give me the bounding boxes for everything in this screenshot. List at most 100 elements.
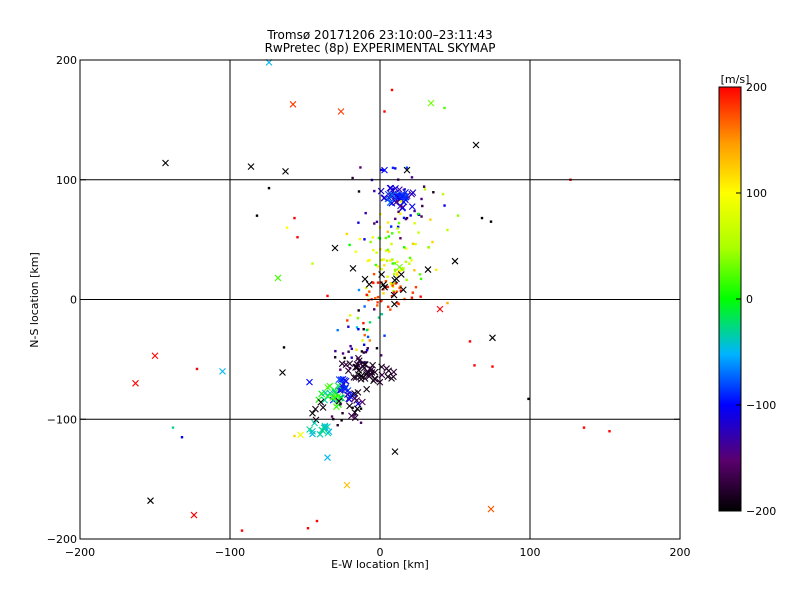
data-point-dot — [362, 328, 365, 331]
data-point-dot — [326, 294, 329, 298]
data-point-cross — [396, 263, 403, 271]
data-point-dot — [395, 290, 399, 293]
y-tick-label: 100 — [56, 174, 77, 187]
data-point-cross — [365, 280, 373, 288]
data-point-dot — [359, 407, 363, 410]
data-point-dot — [443, 204, 446, 207]
data-point-dot — [350, 356, 353, 359]
data-point-cross — [342, 361, 350, 369]
data-point-cross — [321, 422, 329, 430]
data-point-dot — [443, 106, 446, 110]
data-point-dot — [293, 434, 296, 438]
data-point-dot — [401, 268, 405, 271]
data-point-dot — [377, 316, 381, 319]
data-point-dot — [399, 289, 403, 292]
data-point-dot — [386, 221, 390, 224]
data-point-cross — [279, 369, 286, 376]
data-point-cross — [289, 100, 297, 108]
grid-lines — [80, 60, 680, 539]
data-point-dot — [366, 335, 370, 339]
data-point-dot — [336, 424, 339, 427]
data-point-dot — [365, 349, 369, 352]
data-point-cross — [377, 187, 385, 195]
data-point-dot — [392, 187, 395, 191]
data-point-cross — [390, 373, 397, 381]
data-point-dot — [402, 246, 406, 249]
y-tick-label: −100 — [47, 413, 77, 426]
data-point-dot — [394, 217, 397, 221]
data-point-dot — [383, 110, 386, 113]
data-point-dot — [419, 277, 423, 281]
data-point-dot — [489, 220, 493, 223]
x-axis-label: E-W location [km] — [331, 558, 429, 571]
data-point-dot — [414, 285, 418, 289]
data-point-cross — [319, 404, 327, 411]
data-point-dot — [349, 344, 352, 348]
data-point-cross — [329, 396, 337, 404]
data-point-dot — [413, 222, 416, 225]
data-point-dot — [398, 286, 401, 290]
data-point-cross — [352, 363, 360, 371]
data-point-cross — [219, 367, 226, 375]
x-tick-label: 0 — [377, 546, 384, 559]
data-point-dot — [391, 232, 394, 235]
chart-title: Tromsø 20171206 23:10:00–23:11:43 — [266, 28, 492, 42]
data-point-dot — [390, 242, 393, 246]
data-point-cross — [282, 167, 289, 175]
data-point-dot — [380, 168, 383, 172]
data-point-dot — [397, 269, 401, 273]
data-point-dot — [384, 279, 388, 283]
data-point-dot — [456, 214, 460, 217]
data-point-dot — [357, 328, 360, 331]
data-point-cross — [344, 391, 351, 398]
data-point-cross — [350, 373, 358, 381]
data-point-dot — [409, 214, 412, 217]
data-point-cross — [321, 389, 329, 397]
data-point-dot — [356, 365, 359, 368]
data-point-cross — [351, 409, 359, 416]
data-point-dot — [341, 352, 345, 355]
data-point-dot — [390, 88, 394, 92]
data-point-cross — [274, 274, 282, 282]
data-point-cross — [309, 409, 316, 417]
data-point-dot — [350, 347, 354, 351]
data-point-dot — [397, 221, 401, 225]
data-point-dot — [366, 259, 370, 263]
data-point-dot — [441, 192, 445, 196]
data-point-cross — [384, 373, 392, 381]
data-point-cross — [320, 424, 328, 432]
data-point-dot — [376, 281, 380, 284]
data-point-dot — [373, 222, 376, 225]
data-point-dot — [391, 285, 395, 289]
data-point-dot — [417, 212, 420, 216]
data-point-cross — [324, 454, 331, 461]
data-point-dot — [413, 209, 416, 213]
data-point-dot — [446, 301, 449, 305]
data-point-dot — [357, 288, 361, 292]
data-point-dot — [345, 232, 349, 236]
data-point-dot — [363, 333, 366, 337]
data-point-cross — [351, 390, 358, 397]
data-point-dot — [383, 334, 386, 337]
x-tick-label: −100 — [215, 546, 245, 559]
data-point-cross — [147, 497, 154, 505]
data-point-cross — [343, 481, 351, 489]
data-point-dot — [380, 258, 384, 262]
data-point-dot — [360, 350, 364, 353]
data-point-dot — [382, 292, 385, 295]
data-point-dot — [333, 356, 337, 359]
data-point-dot — [387, 235, 390, 238]
data-point-dot — [375, 220, 379, 224]
data-point-dot — [357, 221, 360, 224]
data-point-dot — [365, 293, 368, 297]
data-point-dot — [396, 260, 399, 264]
data-point-cross — [331, 388, 339, 396]
data-point-dot — [399, 269, 402, 272]
data-point-dot — [421, 204, 424, 208]
data-point-dot — [267, 186, 271, 190]
data-point-cross — [472, 141, 480, 149]
data-point-cross — [353, 397, 361, 404]
data-point-dot — [413, 269, 416, 272]
data-point-dot — [400, 206, 403, 209]
data-point-dot — [435, 268, 438, 272]
